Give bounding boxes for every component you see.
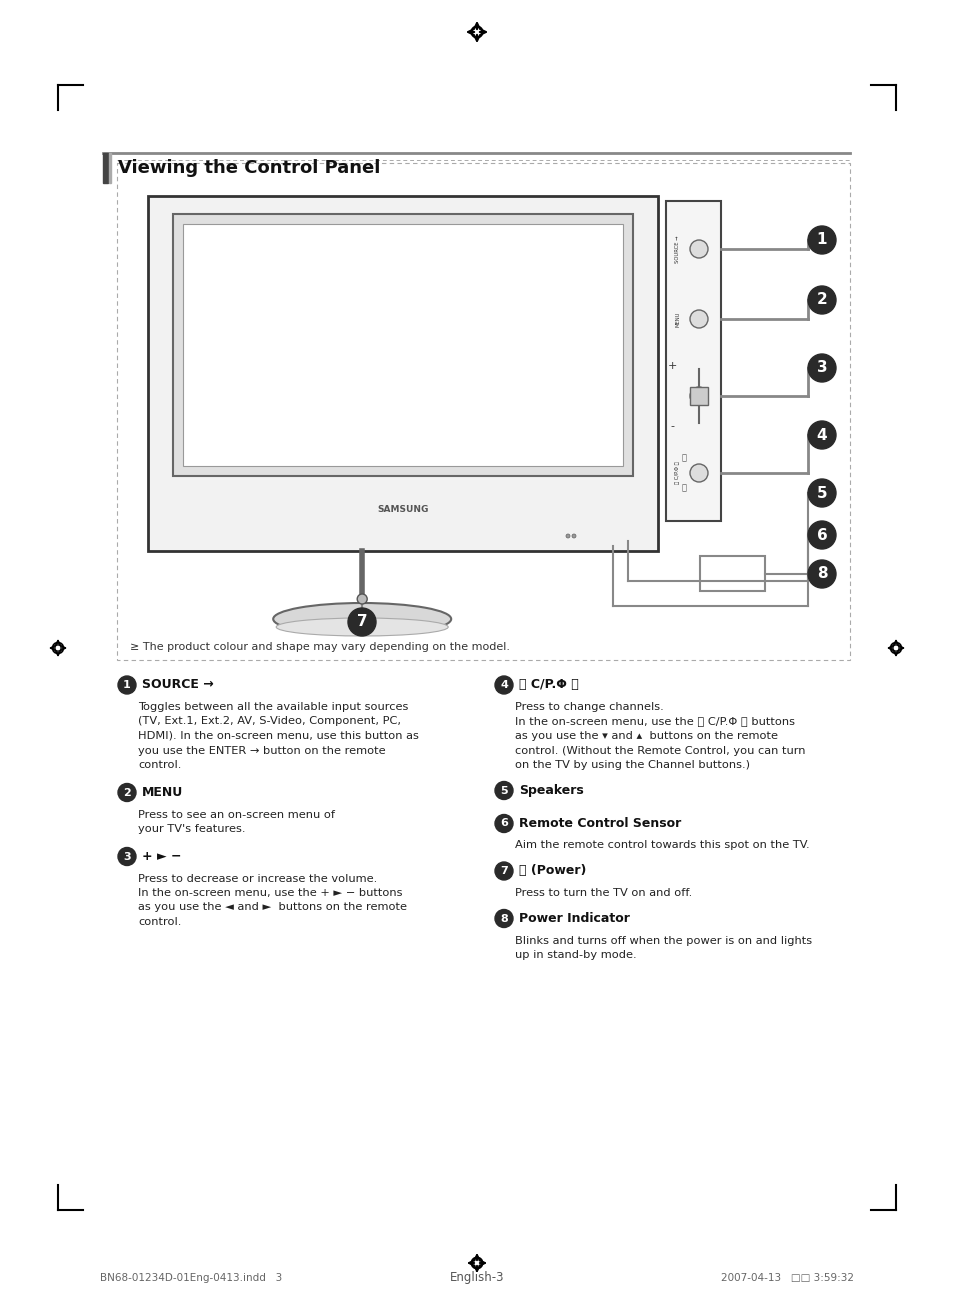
Bar	[117, 163, 849, 660]
Text: your TV's features.: your TV's features.	[138, 824, 245, 834]
Text: 6: 6	[816, 527, 826, 543]
Text: SOURCE →: SOURCE →	[142, 679, 213, 692]
Text: control.: control.	[138, 917, 181, 928]
Text: ⏻ (Power): ⏻ (Power)	[518, 864, 586, 877]
Bar	[665, 200, 720, 520]
Text: MENU: MENU	[675, 311, 679, 327]
Circle shape	[807, 520, 835, 549]
Text: you use the ENTER → button on the remote: you use the ENTER → button on the remote	[138, 745, 385, 756]
Circle shape	[807, 559, 835, 588]
Circle shape	[495, 782, 513, 800]
Text: 5: 5	[816, 485, 826, 501]
Text: 1: 1	[123, 680, 131, 690]
Circle shape	[348, 608, 375, 636]
Text: on the TV by using the Channel buttons.): on the TV by using the Channel buttons.)	[515, 760, 749, 770]
Text: ≥ The product colour and shape may vary depending on the model.: ≥ The product colour and shape may vary …	[130, 641, 510, 652]
Text: 1: 1	[816, 233, 826, 247]
Text: up in stand-by mode.: up in stand-by mode.	[515, 950, 636, 960]
Text: Power Indicator: Power Indicator	[518, 912, 629, 925]
Text: SOURCE →: SOURCE →	[675, 235, 679, 263]
Text: 〈: 〈	[680, 454, 686, 462]
Text: Press to turn the TV on and off.: Press to turn the TV on and off.	[515, 889, 692, 898]
Text: Press to change channels.: Press to change channels.	[515, 703, 663, 712]
Circle shape	[689, 310, 707, 328]
Circle shape	[807, 354, 835, 382]
Text: Press to decrease or increase the volume.: Press to decrease or increase the volume…	[138, 873, 376, 883]
Text: 〈 C/P.Φ 〉: 〈 C/P.Φ 〉	[675, 462, 679, 484]
Circle shape	[118, 677, 136, 693]
Circle shape	[356, 595, 367, 604]
Circle shape	[495, 909, 513, 928]
Text: 6: 6	[499, 818, 507, 829]
Text: 7: 7	[356, 614, 367, 630]
Circle shape	[807, 479, 835, 507]
Text: In the on-screen menu, use the 〈 C/P.Φ 〉 buttons: In the on-screen menu, use the 〈 C/P.Φ 〉…	[515, 717, 794, 726]
Text: 4: 4	[816, 428, 826, 442]
Text: control.: control.	[138, 760, 181, 770]
Text: control. (Without the Remote Control, you can turn: control. (Without the Remote Control, yo…	[515, 745, 804, 756]
Text: BN68-01234D-01Eng-0413.indd   3: BN68-01234D-01Eng-0413.indd 3	[100, 1272, 282, 1283]
Text: SAMSUNG: SAMSUNG	[377, 505, 428, 514]
Text: Blinks and turns off when the power is on and lights: Blinks and turns off when the power is o…	[515, 935, 811, 946]
Circle shape	[689, 464, 707, 481]
Text: Speakers: Speakers	[518, 785, 583, 798]
Circle shape	[807, 422, 835, 449]
Text: 3: 3	[816, 360, 826, 376]
Circle shape	[118, 783, 136, 801]
Text: Remote Control Sensor: Remote Control Sensor	[518, 817, 680, 830]
Circle shape	[807, 286, 835, 314]
Text: English-3: English-3	[449, 1271, 504, 1284]
Circle shape	[495, 863, 513, 879]
Circle shape	[807, 226, 835, 254]
Text: + ► −: + ► −	[142, 850, 181, 863]
Bar	[148, 196, 658, 552]
Text: 4: 4	[499, 680, 507, 690]
Text: MENU: MENU	[142, 786, 183, 799]
Text: Viewing the Control Panel: Viewing the Control Panel	[118, 159, 380, 177]
Bar	[183, 224, 622, 466]
Circle shape	[495, 677, 513, 693]
Text: 2: 2	[816, 293, 826, 307]
Bar	[109, 154, 111, 183]
Bar	[700, 556, 764, 591]
Text: as you use the ◄ and ►  buttons on the remote: as you use the ◄ and ► buttons on the re…	[138, 903, 407, 912]
Text: (TV, Ext.1, Ext.2, AV, S-Video, Component, PC,: (TV, Ext.1, Ext.2, AV, S-Video, Componen…	[138, 717, 400, 726]
Circle shape	[689, 239, 707, 258]
Bar	[689, 386, 707, 405]
Text: 7: 7	[499, 866, 507, 876]
Circle shape	[689, 386, 707, 405]
Circle shape	[572, 533, 576, 539]
Circle shape	[565, 533, 569, 539]
Text: 8: 8	[816, 566, 826, 582]
Text: 〈 C/P.Φ 〉: 〈 C/P.Φ 〉	[518, 679, 578, 692]
Text: In the on-screen menu, use the + ► − buttons: In the on-screen menu, use the + ► − but…	[138, 889, 402, 898]
Text: 2: 2	[123, 787, 131, 798]
Text: Toggles between all the available input sources: Toggles between all the available input …	[138, 703, 408, 712]
Circle shape	[118, 847, 136, 865]
Text: 8: 8	[499, 913, 507, 924]
Text: +: +	[666, 360, 676, 371]
Text: 2007-04-13   □□ 3:59:32: 2007-04-13 □□ 3:59:32	[720, 1272, 853, 1283]
Text: 〉: 〉	[680, 484, 686, 493]
Text: 5: 5	[499, 786, 507, 795]
Text: as you use the ▾ and ▴  buttons on the remote: as you use the ▾ and ▴ buttons on the re…	[515, 731, 778, 742]
Text: Aim the remote control towards this spot on the TV.: Aim the remote control towards this spot…	[515, 840, 809, 851]
Circle shape	[495, 814, 513, 833]
Text: -: -	[669, 422, 673, 431]
Bar	[103, 154, 108, 183]
Ellipse shape	[273, 602, 451, 635]
Bar	[172, 213, 633, 476]
Text: 3: 3	[123, 851, 131, 861]
Ellipse shape	[276, 618, 448, 636]
Text: Press to see an on-screen menu of: Press to see an on-screen menu of	[138, 809, 335, 820]
Text: HDMI). In the on-screen menu, use this button as: HDMI). In the on-screen menu, use this b…	[138, 731, 418, 742]
